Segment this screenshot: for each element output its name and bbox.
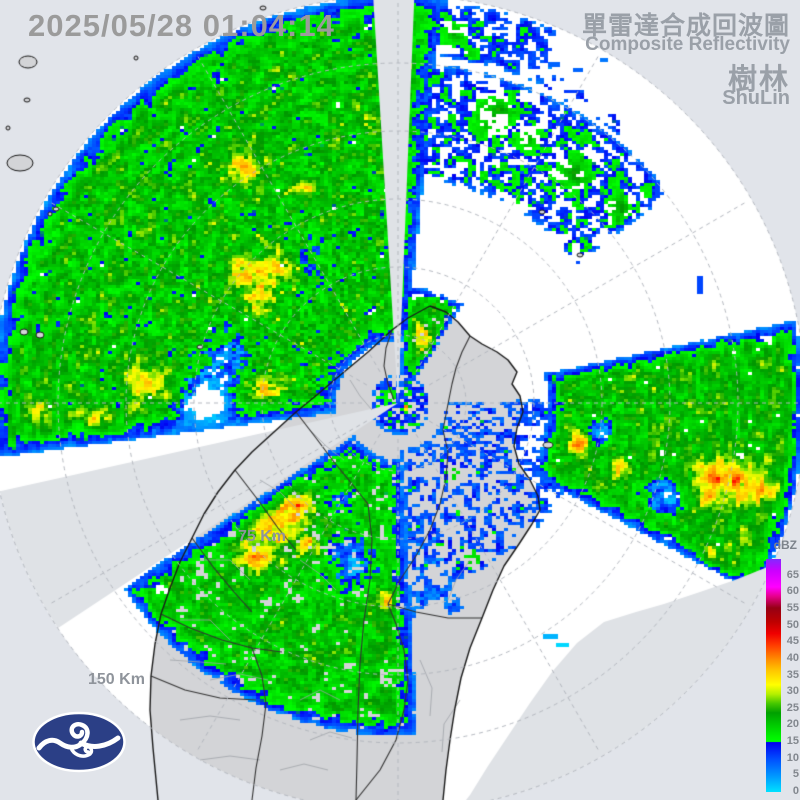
dbz-tick-label: 20 (786, 718, 799, 731)
product-title-en: Composite Reflectivity (585, 34, 790, 55)
dbz-tick-label: 40 (786, 651, 799, 664)
logo-wave-icon (36, 722, 121, 758)
dbz-unit-label: dBZ (773, 538, 797, 552)
dbz-tick-label: 5 (792, 768, 799, 781)
dbz-tick-label: 45 (786, 635, 799, 648)
cwb-logo (32, 711, 126, 773)
range-ring-label-150km: 150 Km (88, 671, 145, 688)
dbz-tick-label: 30 (786, 685, 799, 698)
dbz-tick-label: 60 (786, 585, 799, 598)
dbz-tick-label: 55 (786, 601, 799, 614)
dbz-colorbar-gradient (766, 559, 781, 792)
station-name-en: ShuLin (722, 87, 790, 109)
dbz-tick-label: 10 (786, 751, 799, 764)
product-title-zh: 單雷達合成回波圖 (581, 12, 790, 40)
dbz-tick-label: 15 (786, 735, 799, 748)
dbz-tick-label: 0 (792, 785, 799, 797)
observation-timestamp: 2025/05/28 01:04:14 (28, 8, 335, 43)
dbz-tick-label: 65 (786, 568, 799, 581)
dbz-tick-label: 25 (786, 701, 799, 714)
dbz-colorbar: dBZ 65 60 55 50 45 40 35 30 25 20 15 10 5 0 (760, 538, 800, 800)
range-ring-label-75km: 75 Km (238, 528, 287, 545)
dbz-tick-label: 35 (786, 668, 799, 681)
station-name-zh: 樹林 (727, 64, 790, 96)
dbz-tick-label: 50 (786, 618, 799, 631)
